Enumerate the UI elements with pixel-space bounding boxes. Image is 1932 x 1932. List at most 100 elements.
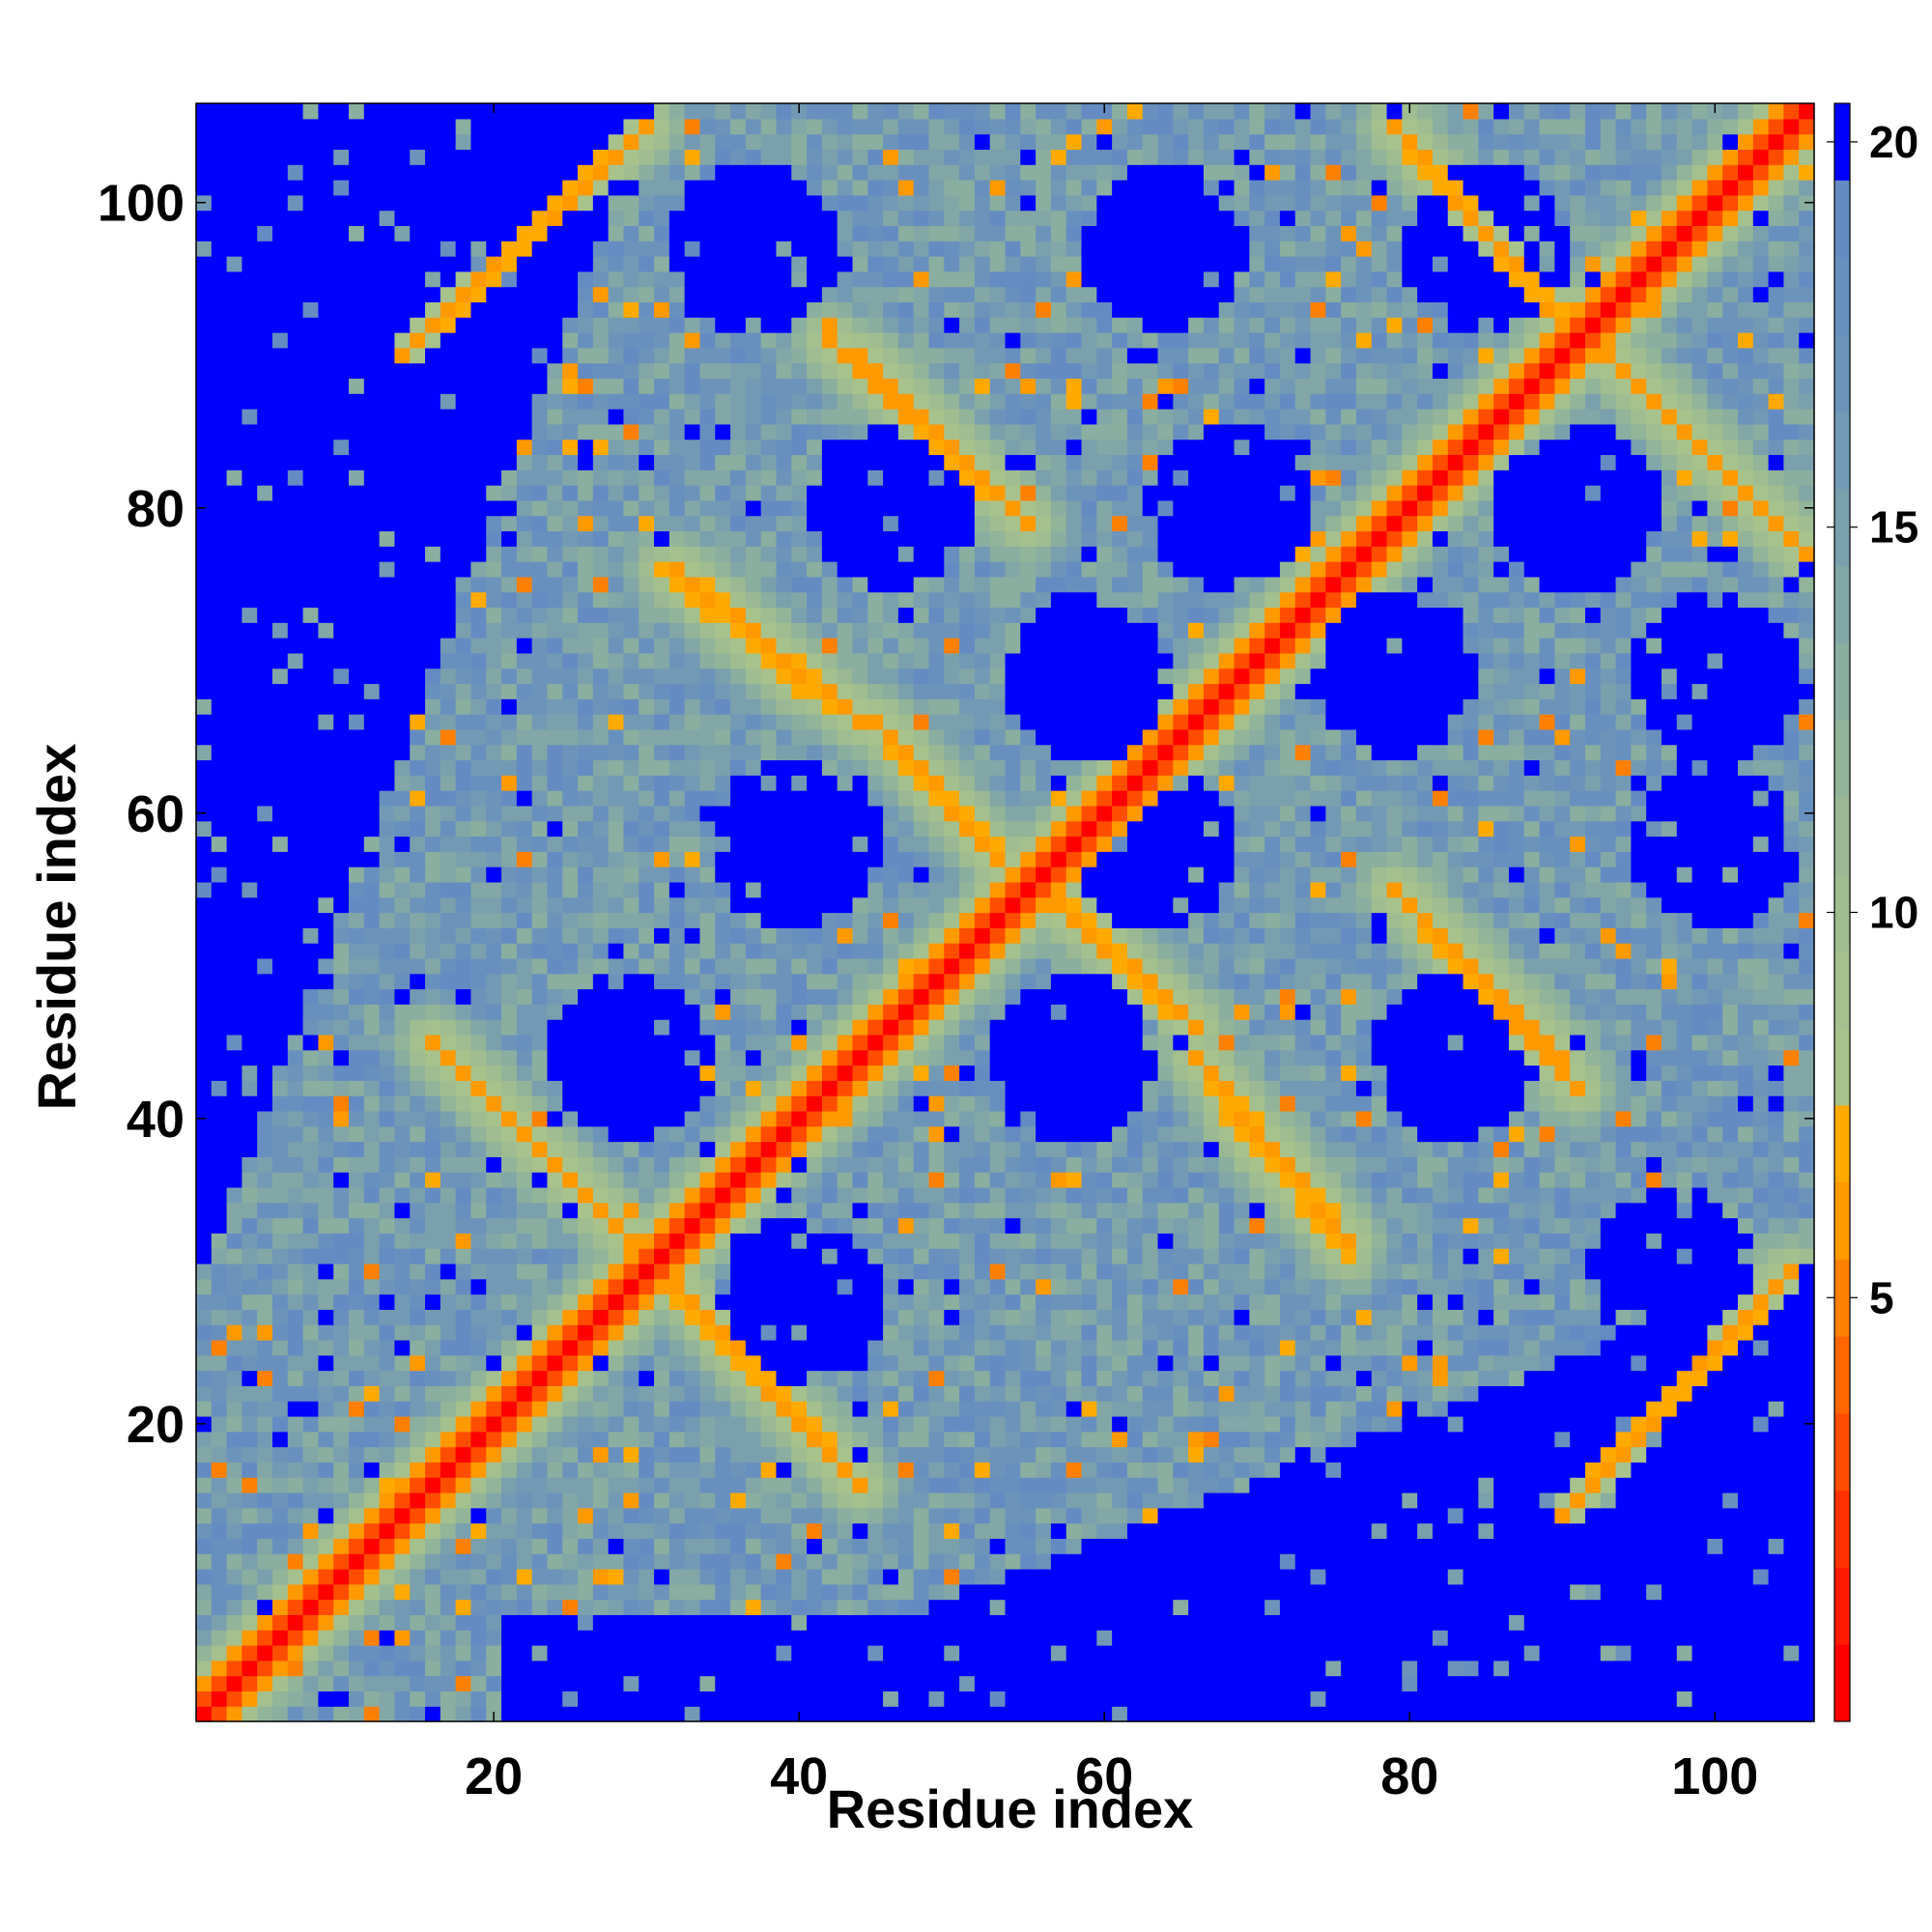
heatmap-cell	[1341, 1507, 1357, 1524]
heatmap-cell	[1783, 1462, 1800, 1478]
heatmap-cell	[1036, 1492, 1052, 1509]
heatmap-cell	[1768, 1568, 1784, 1585]
heatmap-cell	[1631, 1080, 1647, 1096]
heatmap-cell	[608, 1034, 625, 1051]
heatmap-cell	[196, 1385, 213, 1402]
heatmap-cell	[1157, 1431, 1174, 1448]
heatmap-cell	[1447, 1324, 1464, 1341]
heatmap-cell	[1325, 1125, 1342, 1143]
heatmap-cell	[1539, 1415, 1555, 1433]
heatmap-cell	[1570, 1233, 1586, 1249]
heatmap-cell	[1615, 1630, 1632, 1646]
heatmap-cell	[668, 1538, 686, 1554]
heatmap-cell	[547, 1110, 563, 1127]
heatmap-cell	[639, 1065, 655, 1081]
heatmap-cell	[1676, 1080, 1693, 1096]
heatmap-cell	[1157, 1706, 1174, 1722]
heatmap-cell	[1463, 1538, 1479, 1554]
heatmap-cell	[1096, 1385, 1113, 1402]
heatmap-cell	[668, 1278, 686, 1295]
heatmap-cell	[807, 1553, 823, 1570]
heatmap-cell	[837, 1080, 854, 1096]
heatmap-cell	[470, 1019, 487, 1036]
heatmap-cell	[318, 1522, 334, 1539]
heatmap-cell	[516, 1080, 533, 1096]
heatmap-cell	[1600, 1522, 1617, 1539]
heatmap-cell	[1294, 1690, 1312, 1707]
heatmap-cell	[1752, 1644, 1770, 1662]
heatmap-cell	[1050, 1141, 1067, 1157]
heatmap-cell	[1112, 1065, 1128, 1081]
heatmap-cell	[226, 1522, 242, 1539]
heatmap-cell	[242, 1644, 258, 1662]
heatmap-cell	[394, 1065, 411, 1081]
heatmap-cell	[1417, 1004, 1434, 1020]
heatmap-cell	[867, 1538, 884, 1554]
heatmap-cell	[1783, 1049, 1800, 1066]
heatmap-cell	[1203, 1125, 1220, 1143]
heatmap-cell	[715, 1660, 731, 1677]
heatmap-cell	[807, 1538, 823, 1554]
heatmap-cell	[1752, 1095, 1770, 1112]
heatmap-cell	[531, 1477, 549, 1493]
heatmap-cell	[1402, 1446, 1418, 1463]
heatmap-cell	[1142, 1553, 1159, 1570]
heatmap-cell	[821, 1401, 838, 1417]
heatmap-cell	[196, 1080, 213, 1096]
heatmap-cell	[531, 1599, 549, 1615]
heatmap-cell	[1112, 1401, 1128, 1417]
heatmap-cell	[1065, 1706, 1083, 1722]
heatmap-cell	[1478, 1354, 1494, 1372]
heatmap-cell	[1234, 1370, 1250, 1386]
heatmap-cell	[897, 1522, 915, 1539]
heatmap-cell	[1386, 1202, 1403, 1219]
heatmap-cell	[516, 1492, 533, 1509]
heatmap-cell	[1203, 1202, 1220, 1219]
heatmap-cell	[959, 1156, 976, 1173]
heatmap-cell	[379, 988, 396, 1005]
heatmap-cell	[1234, 1415, 1250, 1433]
heatmap-cell	[791, 1095, 808, 1112]
heatmap-cell	[1325, 1644, 1342, 1662]
heatmap-cell	[1294, 1568, 1312, 1585]
heatmap-cell	[1478, 1660, 1494, 1677]
heatmap-cell	[318, 1110, 334, 1127]
heatmap-cell	[852, 1477, 868, 1493]
heatmap-cell	[516, 1065, 533, 1081]
heatmap-cell	[455, 1706, 472, 1722]
heatmap-cell	[1065, 1401, 1083, 1417]
heatmap-cell	[1050, 1095, 1067, 1112]
heatmap-cell	[287, 1019, 304, 1036]
heatmap-cell	[1294, 1583, 1312, 1601]
heatmap-cell	[1493, 1660, 1510, 1677]
heatmap-cell	[1783, 1339, 1800, 1356]
heatmap-cell	[791, 1339, 808, 1356]
heatmap-cell	[1157, 1553, 1174, 1570]
heatmap-cell	[410, 1614, 426, 1631]
heatmap-cell	[1142, 1675, 1159, 1691]
heatmap-cell	[807, 1462, 823, 1478]
heatmap-cell	[1768, 1324, 1784, 1341]
heatmap-cell	[394, 1125, 411, 1143]
heatmap-cell	[989, 1110, 1007, 1127]
heatmap-cell	[287, 1477, 304, 1493]
heatmap-cell	[1402, 1599, 1418, 1615]
heatmap-cell	[363, 1446, 381, 1463]
heatmap-cell	[1203, 1477, 1220, 1493]
heatmap-cell	[776, 1462, 792, 1478]
heatmap-cell	[287, 988, 304, 1005]
heatmap-cell	[1707, 1309, 1723, 1325]
heatmap-cell	[745, 1385, 762, 1402]
heatmap-cell	[1554, 1278, 1571, 1295]
heatmap-cell	[1234, 1156, 1250, 1173]
heatmap-cell	[1402, 1156, 1418, 1173]
heatmap-cell	[1371, 1125, 1388, 1143]
heatmap-cell	[760, 1492, 778, 1509]
heatmap-cell	[1218, 1415, 1236, 1433]
heatmap-cell	[226, 1599, 242, 1615]
heatmap-cell	[730, 1614, 747, 1631]
heatmap-cell	[1799, 1385, 1815, 1402]
heatmap-cell	[821, 1415, 838, 1433]
heatmap-cell	[1493, 1370, 1510, 1386]
heatmap-cell	[501, 1172, 518, 1188]
